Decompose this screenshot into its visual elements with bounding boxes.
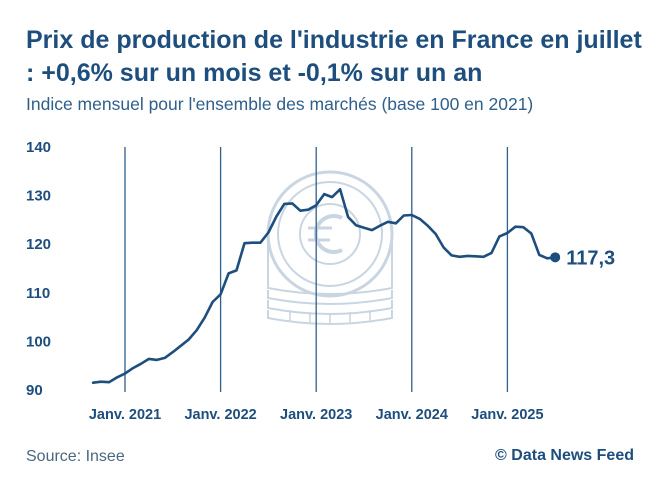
- last-point-marker: [550, 252, 561, 263]
- x-tick-label: Janv. 2024: [376, 407, 448, 423]
- chart-subtitle: Indice mensuel pour l'ensemble des march…: [26, 94, 534, 114]
- line-chart: 90 100 110 120 130 140 Janv. 2021 Janv. 2022 Ja…: [26, 139, 615, 423]
- credit-label: © Data News Feed: [495, 447, 634, 464]
- x-tick-label: Janv. 2023: [280, 407, 352, 423]
- y-tick-label: 130: [26, 188, 51, 205]
- y-tick-label: 100: [26, 333, 51, 350]
- x-tick-label: Janv. 2022: [184, 407, 256, 423]
- source-label: Source: Insee: [26, 448, 125, 465]
- series-line: [91, 188, 557, 384]
- chart-title: Prix de production de l'industrie en Fra…: [26, 26, 642, 87]
- y-tick-label: 90: [26, 382, 43, 399]
- x-tick-label: Janv. 2025: [471, 407, 543, 423]
- x-tick-label: Janv. 2021: [89, 407, 161, 423]
- y-tick-label: 140: [26, 139, 51, 156]
- last-value-label: 117,3: [566, 247, 615, 269]
- y-tick-label: 110: [26, 285, 50, 302]
- y-tick-label: 120: [26, 236, 51, 253]
